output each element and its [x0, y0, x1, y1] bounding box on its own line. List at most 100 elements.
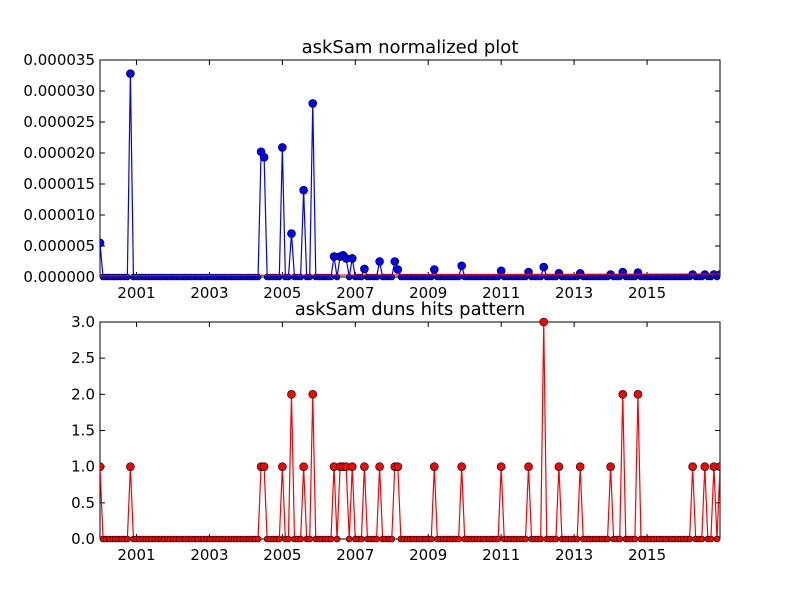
x-tick-label: 2009 — [409, 546, 447, 564]
data-point — [606, 462, 615, 471]
y-tick-label: 0.000030 — [23, 82, 95, 100]
zero-point — [455, 535, 462, 543]
series-line — [100, 321, 720, 540]
chart-title: askSam duns hits pattern — [295, 299, 526, 320]
data-point — [347, 462, 357, 471]
x-tick-label: 2011 — [482, 284, 520, 302]
x-tick-label: 2003 — [190, 284, 228, 302]
data-point — [390, 257, 400, 266]
chart-title: askSam normalized plot — [302, 37, 519, 58]
data-point — [287, 229, 296, 238]
zero-point — [297, 535, 304, 543]
x-tick-label: 2001 — [117, 546, 155, 564]
zero-point — [698, 535, 706, 543]
data-point — [100, 462, 105, 471]
data-point — [496, 266, 506, 276]
zero-point — [388, 535, 396, 543]
y-tick-label: 0.000020 — [23, 144, 95, 162]
x-tick-label: 2001 — [117, 284, 155, 302]
y-tick-label: 0.0 — [71, 530, 95, 548]
zero-point — [552, 535, 560, 543]
y-tick-label: 3.0 — [71, 313, 95, 331]
y-tick-label: 0.000005 — [23, 237, 95, 255]
y-tick-label: 0.000015 — [23, 175, 95, 193]
data-point — [299, 185, 308, 195]
y-tick-label: 2.0 — [71, 385, 95, 403]
data-point — [688, 462, 697, 471]
zero-point — [124, 535, 131, 543]
zero-point — [537, 535, 544, 543]
zero-point — [707, 535, 715, 543]
plot-frame — [99, 321, 721, 540]
y-tick-label: 0.000010 — [23, 206, 95, 224]
zero-point — [124, 273, 131, 281]
zero-point — [604, 535, 611, 543]
data-point — [575, 462, 585, 471]
data-point — [457, 261, 466, 271]
x-tick-label: 2013 — [555, 546, 593, 564]
x-tick-label: 2007 — [336, 284, 374, 302]
data-point — [496, 462, 506, 471]
chart-top: askSam normalized plot 0.000000 0.000005 0.… — [23, 37, 730, 302]
zero-point — [276, 535, 283, 543]
data-point — [430, 265, 439, 274]
data-point — [554, 462, 564, 471]
x-tick-label: 2013 — [555, 284, 593, 302]
y-tick-label: 1.5 — [71, 422, 95, 440]
zero-point — [686, 535, 693, 543]
x-tick-label: 2003 — [190, 546, 228, 564]
chart-bottom: askSam duns hits pattern 0.0 0.5 1.0 1.5 2.0 2… — [71, 299, 721, 564]
zero-point — [285, 535, 292, 543]
data-point — [308, 390, 318, 399]
zero-point — [373, 535, 380, 543]
series — [100, 69, 730, 281]
x-tick-label: 2005 — [263, 546, 301, 564]
data-point — [715, 462, 720, 471]
data-point — [308, 99, 318, 108]
data-point — [360, 462, 369, 471]
data-point — [347, 254, 357, 263]
data-point — [722, 271, 730, 279]
x-tick-label: 2005 — [263, 284, 301, 302]
y-tick-label: 2.5 — [71, 349, 95, 367]
data-point — [126, 69, 135, 78]
data-point — [539, 262, 549, 272]
zero-point — [573, 535, 581, 543]
data-point — [100, 238, 105, 248]
zero-point — [327, 535, 335, 543]
y-tick-label: 0.5 — [71, 494, 95, 512]
zero-point — [616, 535, 624, 543]
x-tick-label: 2009 — [409, 284, 447, 302]
data-point — [259, 462, 269, 471]
zero-point — [345, 535, 353, 543]
series — [100, 273, 720, 277]
zero-point — [494, 535, 502, 543]
data-point — [524, 462, 533, 471]
y-tick-label: 0.000035 — [23, 51, 95, 69]
zero-point — [719, 537, 720, 541]
y-tick-label: 0.000000 — [23, 268, 95, 286]
data-point — [393, 462, 403, 471]
zero-point — [388, 273, 396, 281]
zero-point — [719, 275, 720, 279]
zero-point — [522, 535, 529, 543]
zero-point — [631, 535, 639, 543]
y-tick-label: 0.000025 — [23, 113, 95, 131]
data-point — [126, 462, 135, 471]
data-point — [618, 390, 628, 399]
data-point — [259, 153, 269, 162]
x-tick-label: 2015 — [628, 546, 666, 564]
data-point — [539, 317, 549, 327]
data-point — [287, 390, 296, 399]
series-line — [100, 273, 720, 277]
y-tick-label: 1.0 — [71, 458, 95, 476]
zero-point — [358, 535, 365, 543]
x-tick-label: 2007 — [336, 546, 374, 564]
data-point — [633, 390, 643, 399]
zero-point — [254, 535, 262, 543]
data-point — [430, 462, 439, 471]
data-point — [278, 143, 287, 152]
data-point — [299, 462, 308, 471]
data-point — [393, 265, 403, 274]
